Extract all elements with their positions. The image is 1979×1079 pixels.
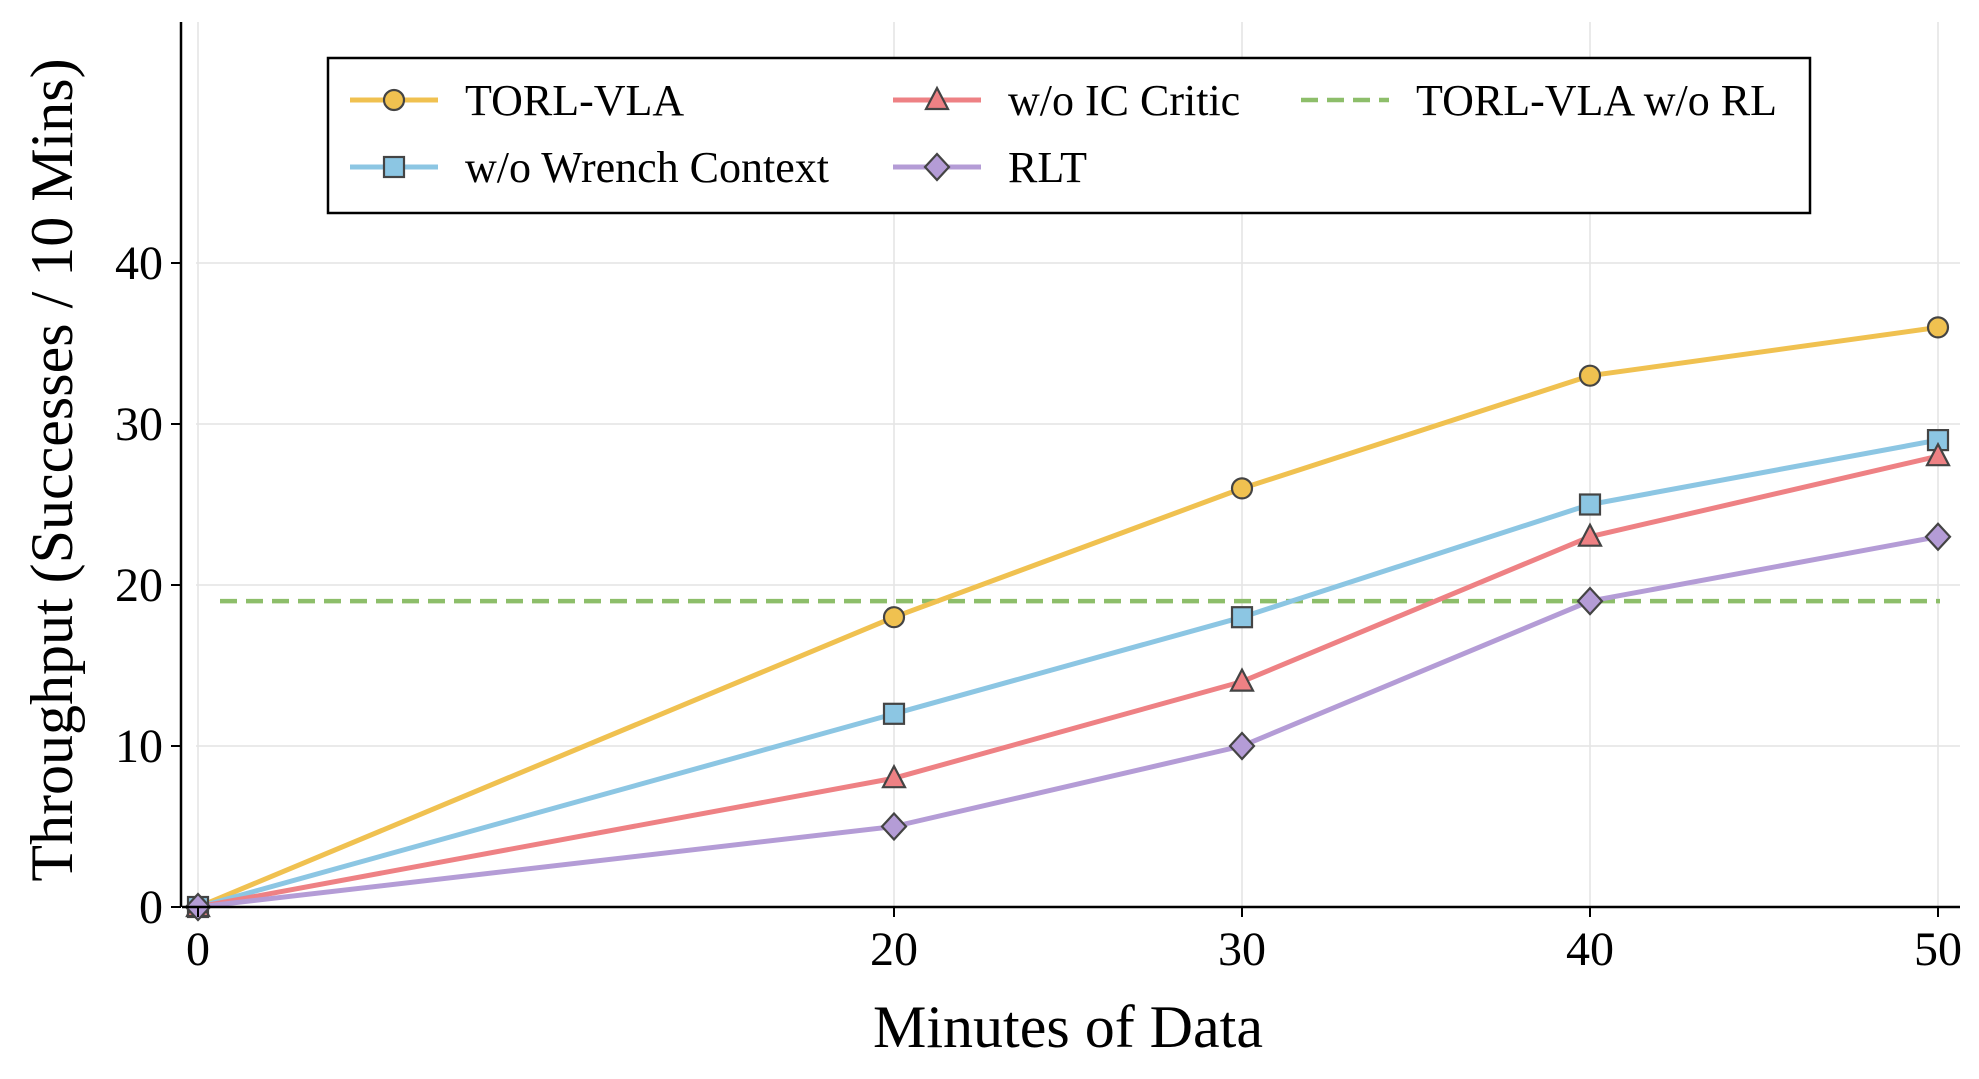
y-tick-label: 20 [115,559,163,612]
legend-entry: w/o IC Critic [893,76,1240,125]
series-line [195,324,1941,910]
legend-box [326,56,1812,215]
y-axis-title: Throughput (Successes / 10 Mins) [19,58,85,881]
y-tick-label: 0 [139,881,163,934]
legend-marker [923,152,951,182]
x-tick-label: 20 [870,923,918,976]
data-point [882,606,906,629]
x-tick-label: 40 [1566,923,1614,976]
legend-label: RLT [1008,143,1087,192]
y-tick-label: 40 [115,237,163,290]
legend-marker [382,88,406,112]
grid-layer [196,22,1960,908]
y-tick-label: 10 [115,720,163,773]
legend-entry: RLT [893,143,1087,192]
data-point [1924,522,1952,552]
data-point [1576,586,1604,616]
series-line [195,534,1941,910]
data-point [1229,667,1255,692]
y-tick-label: 30 [115,398,163,451]
legend-entry: TORL-VLA w/o RL [1301,76,1777,125]
data-point [1578,364,1602,387]
data-point [1578,493,1602,516]
series-layer [184,316,1952,922]
axes-layer: 0 20 30 40 50 0 10 20 30 40 [115,22,1962,976]
data-point [1228,731,1256,761]
data-point [881,763,907,789]
series-line [195,437,1941,910]
legend-entry: w/o Wrench Context [350,143,829,192]
data-point [1230,477,1254,500]
data-point [1230,606,1254,629]
legend-label: TORL-VLA w/o RL [1416,76,1777,125]
data-point [880,811,908,842]
series-line [195,453,1941,910]
x-tick-label: 50 [1914,923,1962,976]
data-point [1925,441,1951,467]
x-axis-title: Minutes of Data [873,994,1263,1060]
x-tick-label: 30 [1218,923,1266,976]
data-point [882,702,906,725]
x-tick-label: 0 [186,923,210,976]
legend-label: w/o Wrench Context [465,143,829,192]
legend: TORL-VLA w/o IC Critic TORL-VLA w/o RL w/o … [326,56,1812,215]
data-point [1926,316,1950,339]
legend-marker [382,155,406,179]
data-point [1577,522,1603,547]
legend-marker [924,85,950,111]
legend-label: TORL-VLA [465,76,684,125]
legend-label: w/o IC Critic [1008,76,1240,125]
legend-entry: TORL-VLA [350,76,684,125]
